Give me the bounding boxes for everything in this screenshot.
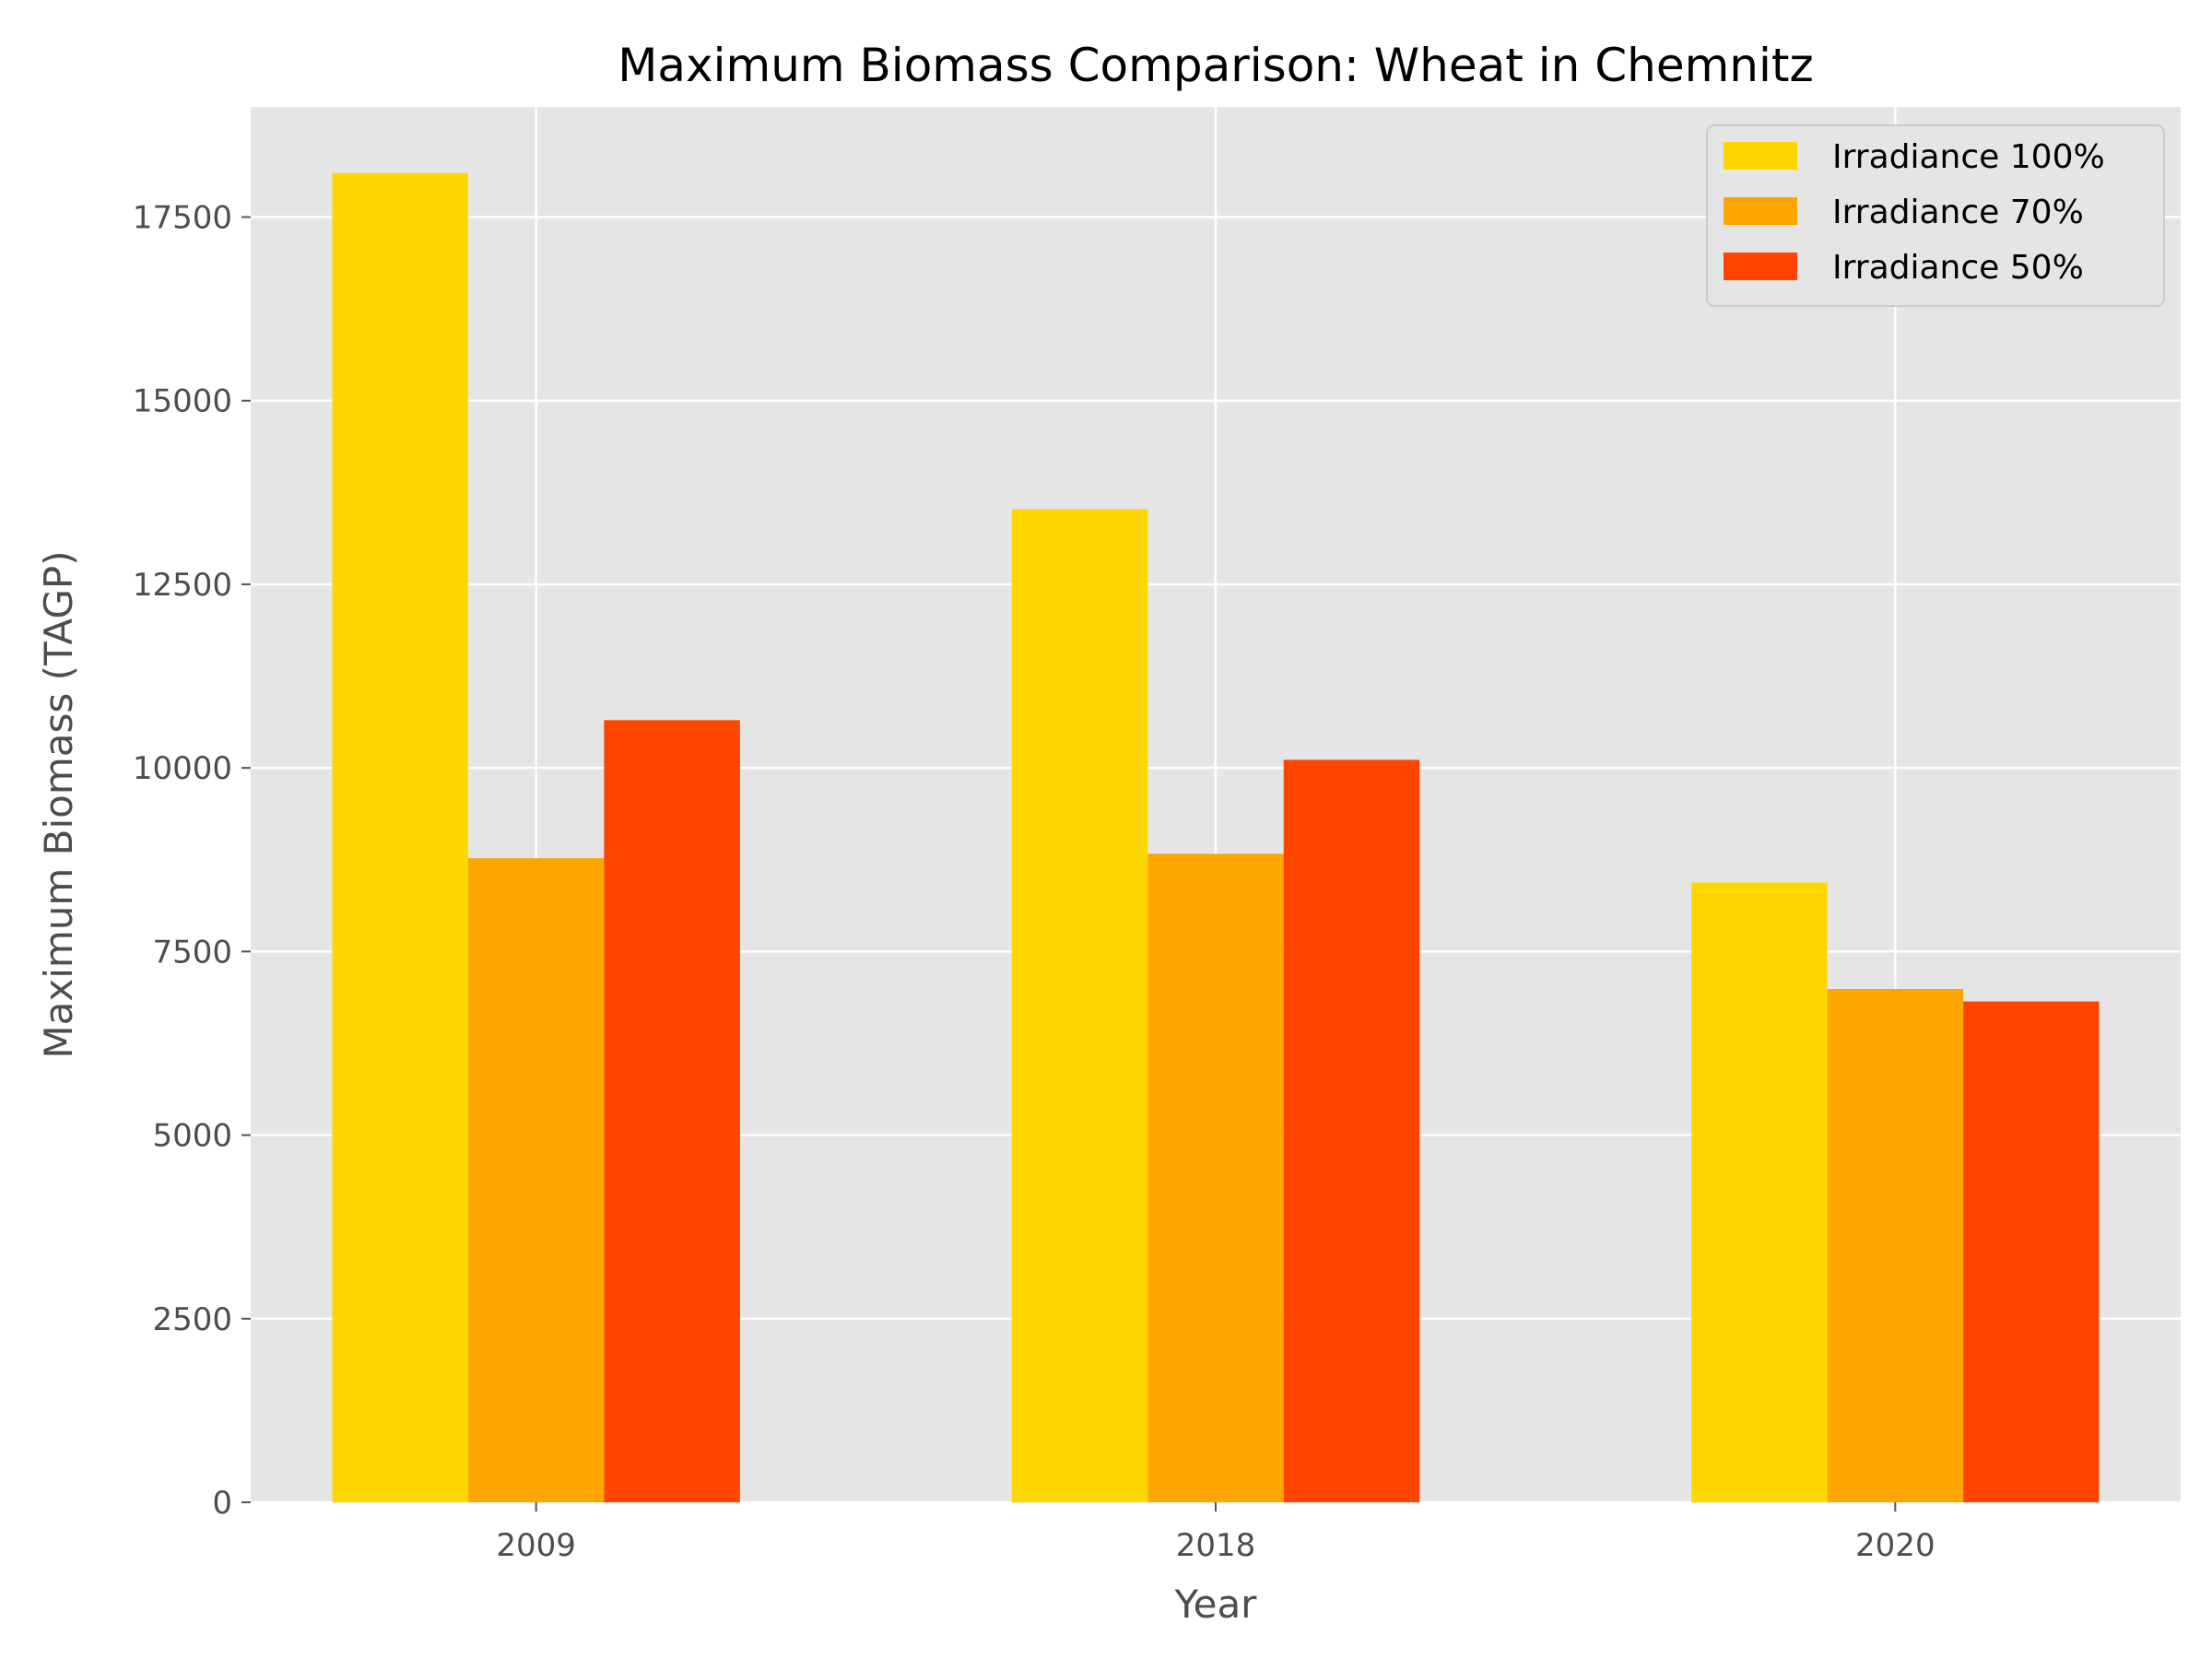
legend-label: Irradiance 70% — [1832, 194, 2084, 231]
x-tick-label: 2020 — [1855, 1527, 1936, 1564]
legend-swatch — [1724, 142, 1797, 170]
axis-ticks: 0 2500 5000 7500 10000 12500 15000 17500 2009 201… — [133, 200, 1936, 1564]
x-tick-label: 2009 — [496, 1527, 576, 1564]
legend-swatch — [1724, 197, 1797, 225]
y-tick-label: 0 — [212, 1485, 232, 1522]
bar-2009-series-1 — [332, 172, 468, 1502]
x-axis-label: Year — [1174, 1582, 1258, 1627]
bar-2018-series-1 — [1011, 509, 1148, 1503]
chart-title: Maximum Biomass Comparison: Wheat in Che… — [618, 39, 1814, 92]
y-tick-label: 7500 — [152, 934, 232, 971]
bar-2018-series-2 — [1147, 853, 1284, 1502]
y-tick-label: 17500 — [133, 200, 232, 237]
legend-box — [1706, 124, 2165, 307]
y-tick-label: 2500 — [152, 1301, 232, 1338]
bars — [332, 172, 2100, 1503]
legend-swatch — [1724, 253, 1797, 280]
bar-2020-series-3 — [1963, 1001, 2100, 1502]
legend-label: Irradiance 50% — [1832, 249, 2084, 287]
bar-2018-series-3 — [1283, 759, 1420, 1502]
legend: Irradiance 100% Irradiance 70% Irradiance … — [1706, 124, 2165, 307]
bar-2020-series-2 — [1827, 989, 1964, 1502]
bar-2009-series-3 — [604, 720, 740, 1502]
x-tick-label: 2018 — [1176, 1527, 1256, 1564]
bar-2020-series-1 — [1691, 882, 1828, 1502]
bar-2009-series-2 — [467, 858, 605, 1502]
y-tick-label: 10000 — [133, 750, 232, 787]
legend-label: Irradiance 100% — [1832, 138, 2105, 176]
y-tick-label: 12500 — [133, 567, 232, 604]
y-tick-label: 5000 — [152, 1118, 232, 1155]
y-axis-label: Maximum Biomass (TAGP) — [36, 550, 81, 1058]
y-tick-label: 15000 — [133, 383, 232, 420]
